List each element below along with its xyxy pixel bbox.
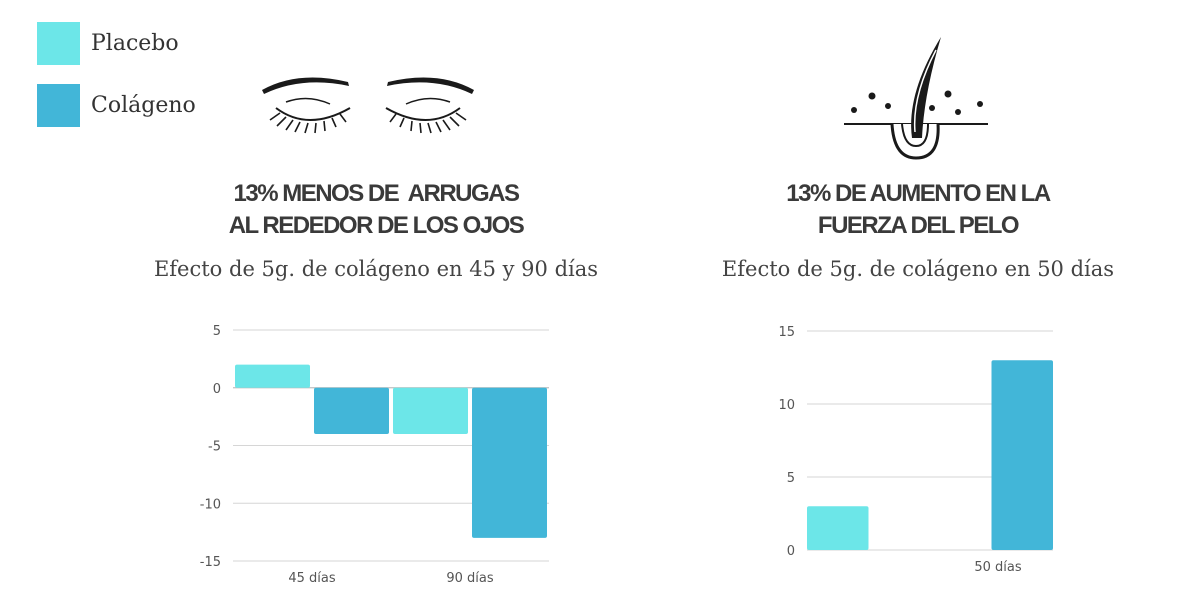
legend-swatch-placebo	[37, 22, 80, 65]
legend-label-placebo: Placebo	[91, 31, 179, 56]
left-headline: 13% MENOS DE ARRUGAS AL REDEDOR DE LOS O…	[176, 178, 576, 242]
legend-placebo: Placebo	[37, 22, 179, 65]
left-chart-bar-placebo-0	[235, 364, 310, 388]
right-chart-ytick-label: 0	[787, 544, 795, 559]
right-chart-ytick-label: 15	[778, 325, 795, 340]
right-headline-line2: FUERZA DEL PELO	[817, 212, 1020, 239]
legend-swatch-colageno	[37, 84, 80, 127]
left-chart-ytick-label: -15	[200, 555, 221, 570]
legend-label-colageno: Colágeno	[91, 93, 196, 118]
right-chart-ytick-label: 10	[778, 398, 795, 413]
left-chart-ytick-label: 0	[213, 382, 221, 397]
left-chart-ytick-label: 5	[213, 324, 221, 339]
left-chart-xtick-label: 45 días	[288, 571, 336, 586]
left-chart-xtick-label: 90 días	[446, 571, 494, 586]
right-chart-bar-placebo-0	[807, 506, 869, 550]
left-chart-bar-placebo-1	[393, 387, 468, 434]
left-chart-bar-colágeno-0	[314, 387, 389, 434]
right-headline: 13% DE AUMENTO EN LA FUERZA DEL PELO	[718, 178, 1118, 242]
legend-colageno: Colágeno	[37, 84, 196, 127]
left-headline-line2: AL REDEDOR DE LOS OJOS	[228, 212, 525, 239]
left-chart-ytick-label: -10	[200, 497, 221, 512]
right-headline-line1: 13% DE AUMENTO EN LA	[786, 180, 1051, 207]
left-headline-line1: 13% MENOS DE ARRUGAS	[233, 180, 521, 207]
left-chart-ytick-label: -5	[208, 440, 221, 455]
closed-eyes-icon	[262, 77, 474, 134]
right-chart-ytick-label: 5	[787, 471, 795, 486]
hair-follicle-icon	[844, 37, 988, 160]
right-chart-xtick-label: 50 días	[974, 560, 1022, 575]
left-subtitle: Efecto de 5g. de colágeno en 45 y 90 día…	[153, 257, 599, 281]
right-chart-bar-colágeno-0	[991, 360, 1053, 550]
right-subtitle: Efecto de 5g. de colágeno en 50 días	[721, 257, 1115, 281]
left-chart-bar-colágeno-1	[472, 387, 547, 538]
